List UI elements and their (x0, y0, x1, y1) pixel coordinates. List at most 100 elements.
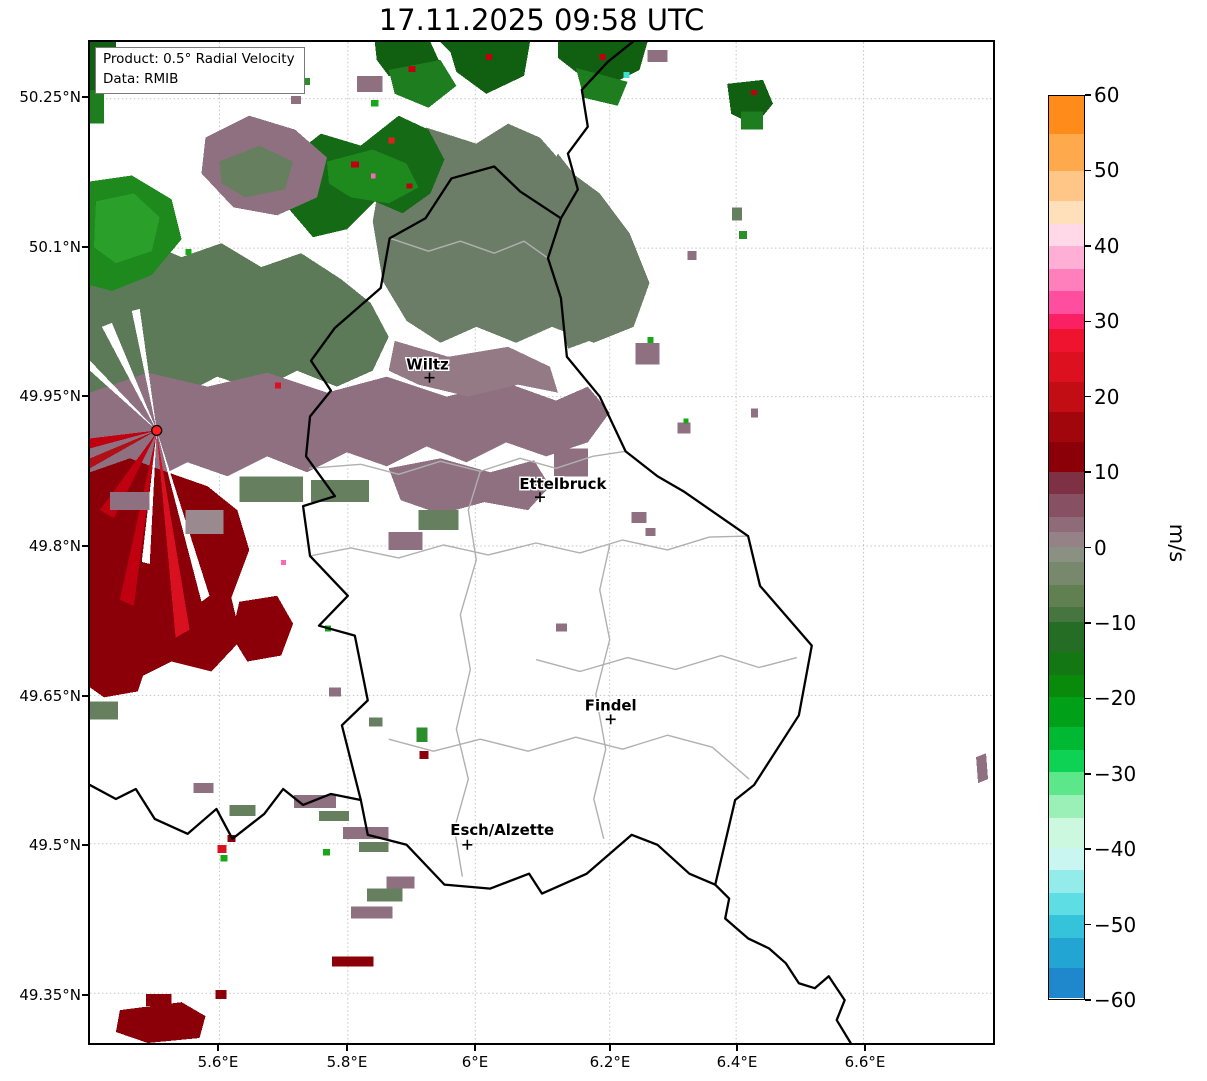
longitude-tick-mark (346, 1045, 348, 1051)
france-germany-border (714, 883, 852, 1043)
latitude-tick-label: 49.95°N (19, 387, 81, 405)
colorbar-tick-label: −60 (1094, 988, 1137, 1012)
colorbar-segment (1049, 561, 1084, 585)
longitude-tick-label: 6°E (461, 1053, 489, 1071)
colorbar-segment (1049, 546, 1084, 562)
longitude-tick-mark (864, 1045, 866, 1051)
radar-echo (350, 906, 393, 919)
radar-echo (193, 783, 214, 793)
radar-echo (388, 458, 550, 515)
colorbar-tick-mark (1085, 169, 1091, 172)
radar-echo (406, 183, 413, 189)
radar-echo (229, 804, 256, 816)
colorbar-segment (1049, 133, 1084, 172)
city-label: Esch/Alzette (450, 821, 554, 839)
radar-echo (275, 382, 282, 389)
district-border-line (453, 471, 481, 877)
latitude-tick-label: 49.65°N (19, 687, 81, 705)
city-markers: Wiltz Ettelbruck Findel Esch/Alzette (405, 354, 638, 850)
colorbar-segment (1049, 223, 1084, 247)
radar-echo (331, 956, 374, 967)
latitude-tick-label: 50.1°N (28, 238, 81, 256)
colorbar-tick-label: 30 (1094, 309, 1120, 334)
radar-echo (599, 53, 606, 60)
radar-echo (109, 492, 150, 511)
radar-echo (145, 994, 172, 1007)
colorbar-tick-label: −50 (1094, 912, 1137, 937)
radar-echo (631, 512, 647, 524)
city-marker: Esch/Alzette (449, 819, 556, 850)
velocity-colorbar (1048, 95, 1085, 1000)
colorbar-tick-mark (1085, 848, 1091, 850)
colorbar-segment (1049, 817, 1084, 848)
radar-echo (645, 528, 656, 537)
colorbar-segment (1049, 516, 1084, 532)
radar-site-marker (151, 424, 163, 437)
colorbar-segment (1049, 749, 1084, 773)
colorbar-segment (1049, 772, 1084, 795)
colorbar-tick-label: −20 (1094, 686, 1137, 711)
radar-echo (739, 231, 748, 240)
longitude-tick-label: 6.6°E (844, 1053, 886, 1071)
longitude-tick-mark (736, 1045, 738, 1051)
radar-echo (388, 59, 457, 108)
colorbar-tick-mark (1085, 245, 1091, 247)
colorbar-segment (1049, 915, 1084, 938)
radar-echo (156, 430, 210, 602)
radar-echo (751, 408, 759, 418)
radar-echo (683, 418, 689, 424)
longitude-tick-mark (474, 1045, 476, 1051)
colorbar-segment (1049, 937, 1084, 968)
latitude-tick-label: 49.5°N (28, 836, 81, 854)
radar-echo (575, 67, 628, 106)
longitude-tick-label: 5.8°E (326, 1053, 368, 1071)
colorbar-segment (1049, 531, 1084, 547)
luxembourg-border (301, 165, 813, 895)
colorbar-tick-label: 10 (1094, 460, 1120, 485)
radar-echo (90, 89, 104, 124)
product-info-box: Product: 0.5° Radial Velocity Data: RMIB (95, 47, 305, 95)
radar-echo (90, 641, 148, 698)
city-marker: Wiltz (405, 354, 450, 383)
radar-echo (156, 432, 190, 638)
colorbar-tick-label: 40 (1094, 233, 1120, 258)
longitude-tick-mark (609, 1045, 611, 1051)
colorbar-unit-label: m/s (1165, 523, 1190, 563)
city-label: Ettelbruck (519, 475, 607, 493)
colorbar-tick-label: 50 (1094, 158, 1120, 183)
radar-echo (418, 510, 459, 531)
longitude-tick-mark (217, 1045, 219, 1051)
map-plot: Product: 0.5° Radial Velocity Data: RMIB (88, 40, 995, 1045)
radar-site-dot (151, 424, 163, 437)
radar-echo (370, 99, 379, 107)
city-plus-icon (605, 714, 616, 725)
radar-echo (677, 422, 691, 434)
colorbar-tick-mark (1085, 622, 1091, 624)
colorbar-segment (1049, 794, 1084, 818)
radar-echo (555, 623, 567, 632)
colorbar-segment (1049, 328, 1084, 352)
radar-echo (342, 826, 389, 839)
colorbar-segment (1049, 652, 1084, 675)
radar-echo (328, 687, 341, 697)
colorbar-segment (1049, 892, 1084, 916)
colorbar-segment (1049, 171, 1084, 202)
radar-echo (647, 336, 654, 343)
radar-echo (220, 854, 228, 862)
colorbar-segment (1049, 847, 1084, 871)
district-border-line (309, 535, 749, 559)
colorbar-segment (1049, 96, 1084, 134)
longitude-tick-label: 5.6°E (197, 1053, 239, 1071)
longitude-tick-label: 6.2°E (589, 1053, 631, 1071)
longitude-tick-label: 6.4°E (716, 1053, 758, 1071)
latitude-tick-label: 50.25°N (19, 88, 81, 106)
radar-echo (115, 1002, 206, 1043)
radar-echo (281, 559, 287, 565)
radar-echo (231, 595, 294, 662)
latitude-tick-mark (82, 695, 88, 697)
belgium-france-border (90, 783, 362, 840)
colorbar-segment (1049, 697, 1084, 728)
colorbar-tick-mark (1085, 999, 1091, 1001)
radar-echo (741, 111, 764, 130)
radar-echo (386, 876, 415, 889)
